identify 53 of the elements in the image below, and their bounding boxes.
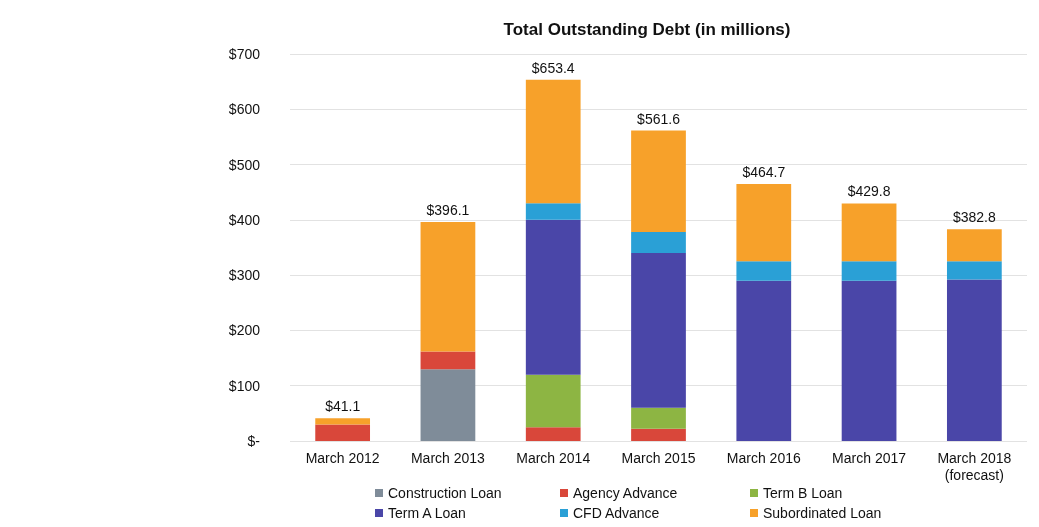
legend-label: Term B Loan [763, 485, 843, 501]
bar [420, 369, 476, 441]
bar [736, 261, 792, 281]
y-tick-label: $- [247, 433, 261, 449]
bar [841, 261, 897, 281]
y-tick-label: $700 [228, 46, 261, 62]
bar [631, 232, 686, 254]
x-tick-label: March 2017 [832, 449, 907, 466]
legend-label: Subordinated Loan [763, 505, 882, 521]
chart-title: Total Outstanding Debt (in millions) [503, 20, 791, 39]
bar [315, 424, 371, 441]
y-tick-label: $300 [228, 267, 261, 284]
bar [420, 351, 476, 370]
legend-label: CFD Advance [573, 505, 660, 521]
x-tick-label: March 2015 [621, 449, 696, 466]
total-label: $464.7 [742, 164, 786, 181]
bar [420, 222, 476, 352]
legend-label: Term A Loan [388, 505, 466, 521]
total-label: $396.1 [426, 202, 470, 219]
x-tick-label: March 2014 [516, 449, 591, 466]
bar [631, 130, 686, 233]
bar [525, 427, 581, 441]
bar [525, 219, 581, 375]
total-label: $382.8 [952, 209, 996, 226]
x-tick-label: March 2016 [726, 449, 801, 466]
bar [946, 279, 1002, 441]
total-label: $561.6 [637, 110, 681, 127]
bar [525, 374, 581, 428]
total-label: $41.1 [325, 398, 361, 415]
bar [525, 79, 581, 204]
y-tick-label: $400 [228, 211, 261, 228]
total-label: $653.4 [531, 59, 575, 76]
y-tick-label: $100 [228, 377, 261, 394]
x-tick-label: March 2012 [305, 449, 380, 466]
bar [736, 280, 792, 441]
bar [631, 407, 686, 429]
bar [946, 229, 1002, 262]
x-tick-label: March 2018 (forecast) [937, 449, 1012, 483]
bar [631, 428, 686, 441]
y-tick-label: $600 [228, 101, 261, 118]
y-tick-label: $500 [228, 156, 261, 173]
legend-label: Agency Advance [573, 485, 678, 501]
bar [631, 253, 686, 408]
y-tick-label: $200 [228, 322, 261, 339]
bar [841, 280, 897, 441]
x-tick-label: March 2013 [410, 449, 486, 466]
bar [736, 184, 792, 262]
bar [315, 418, 371, 425]
bar [525, 203, 581, 220]
total-label: $429.8 [847, 183, 891, 200]
bar [841, 203, 897, 262]
legend-label: Construction Loan [388, 485, 502, 501]
bar [946, 261, 1002, 280]
